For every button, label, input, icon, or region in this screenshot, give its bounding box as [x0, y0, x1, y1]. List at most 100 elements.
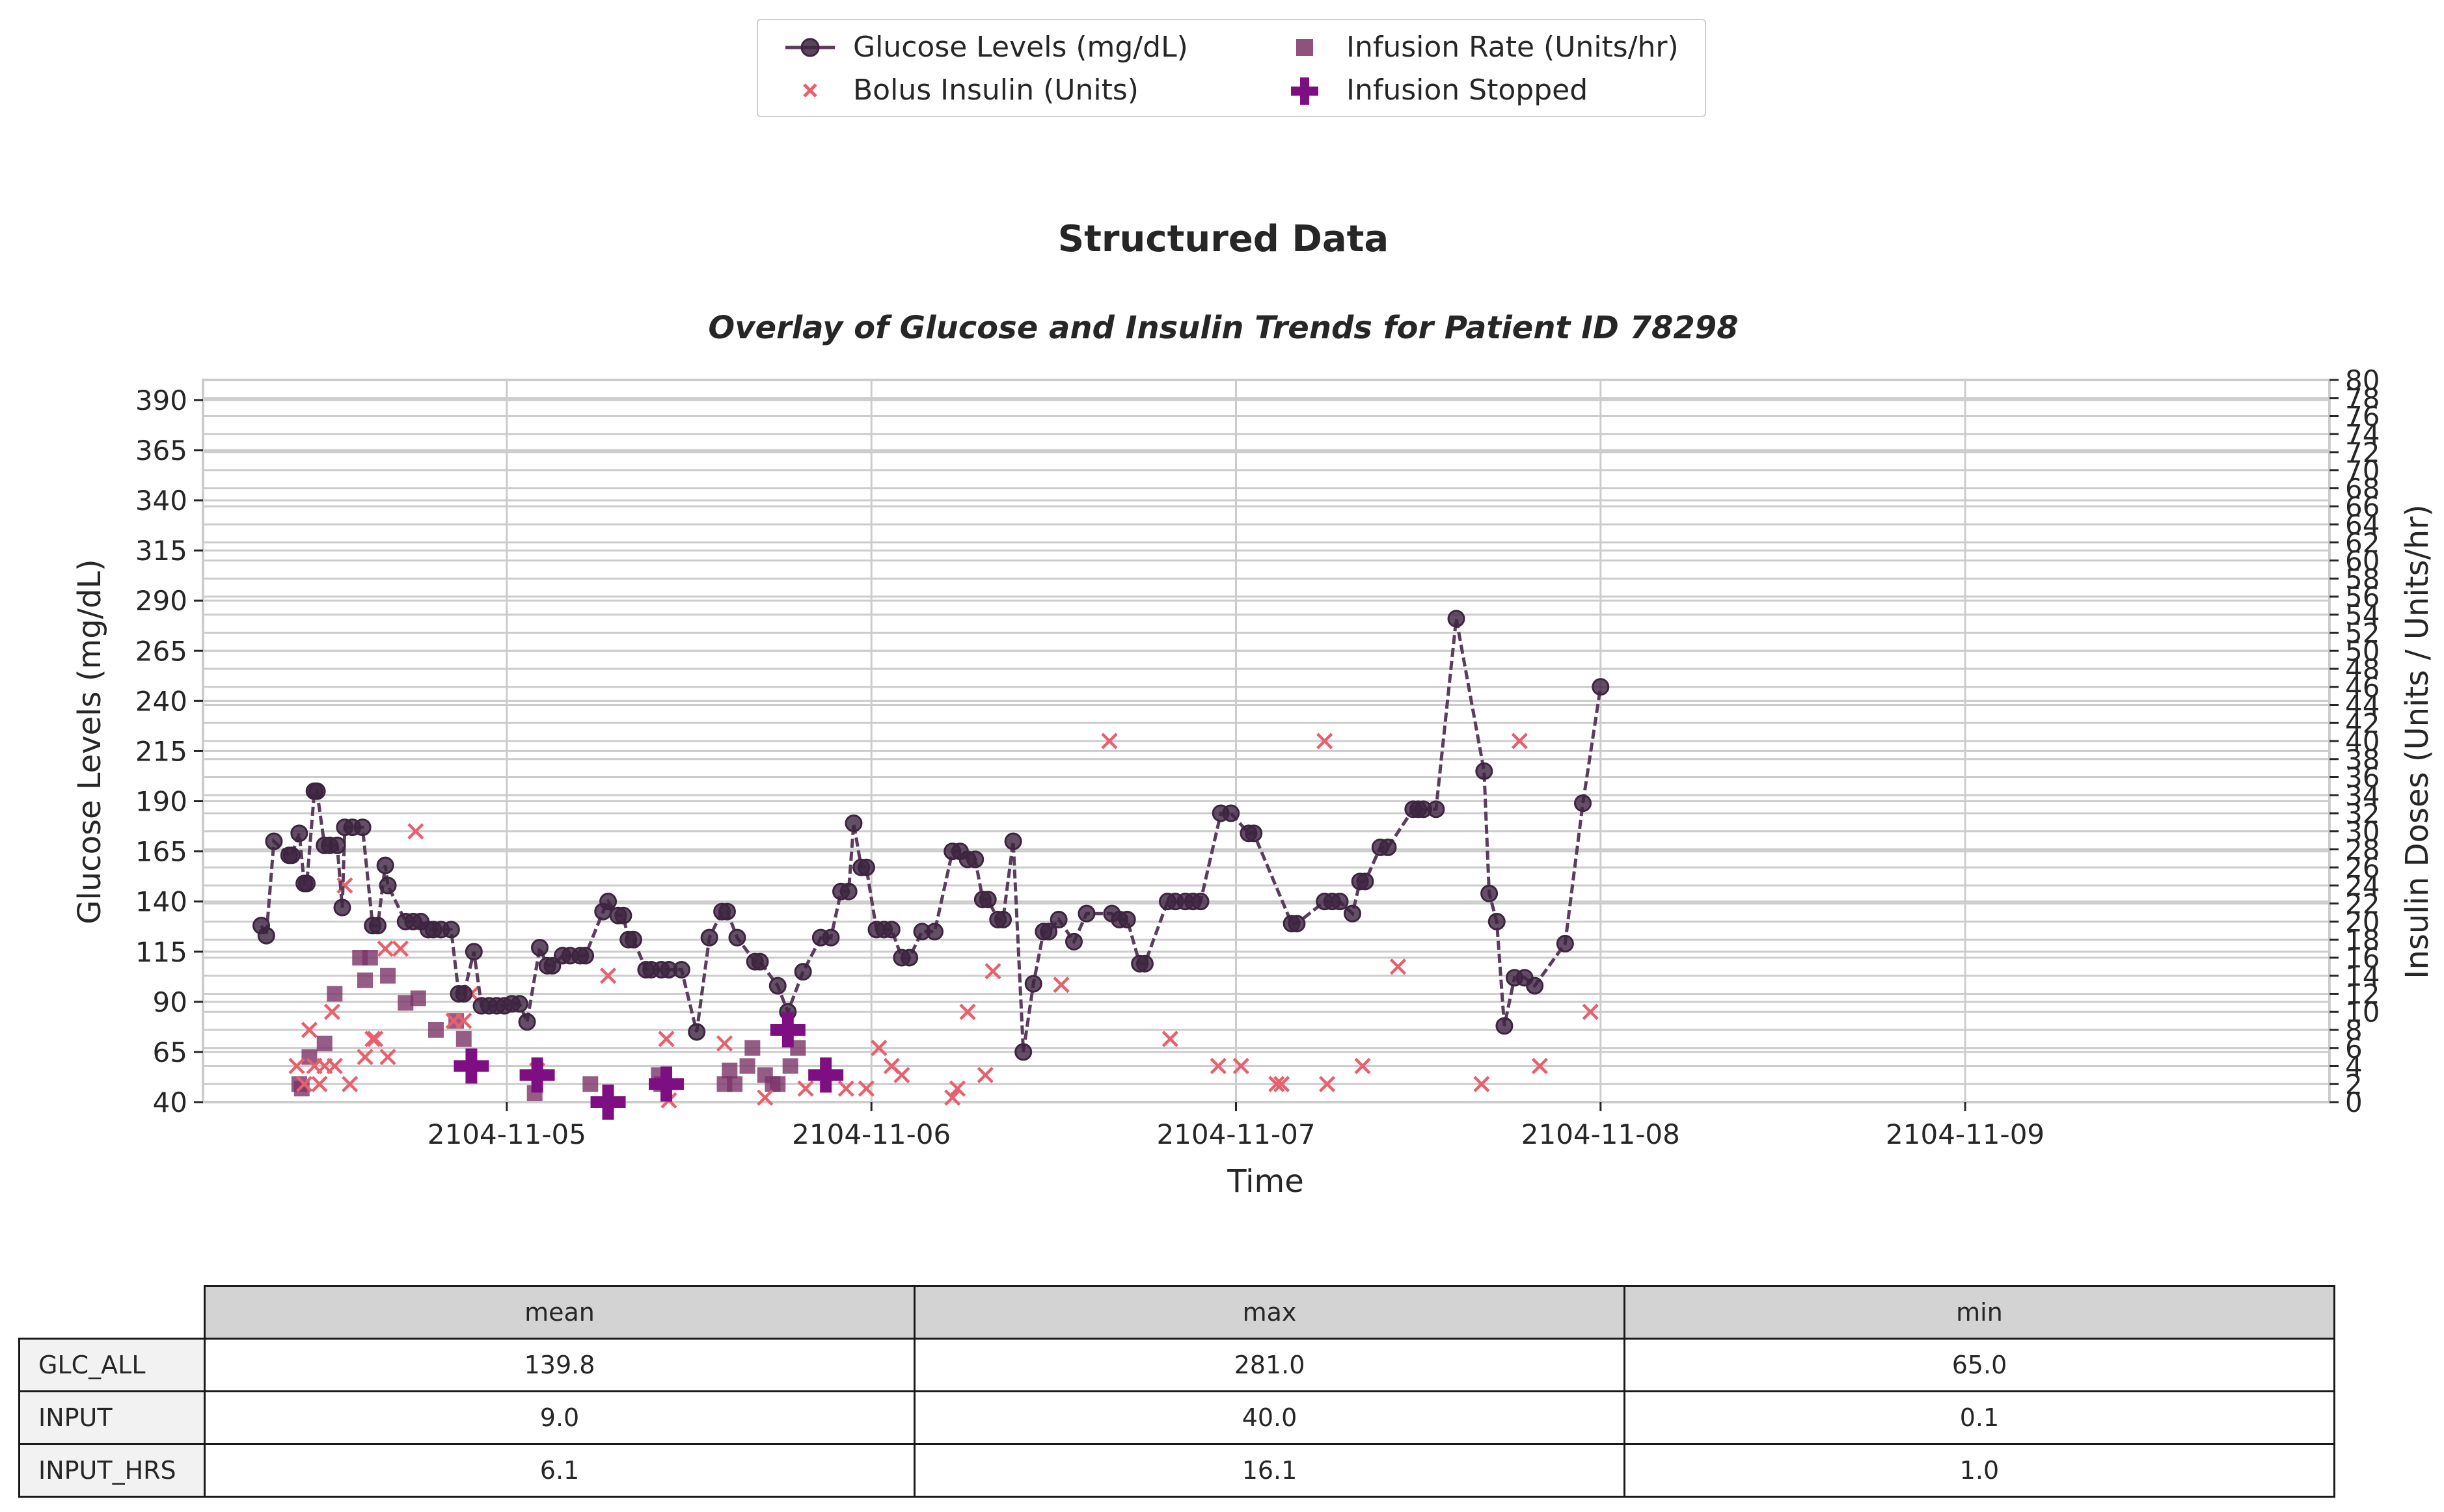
y2-tick-label: 6: [2345, 1033, 2363, 1064]
legend-rate-marker: [1296, 39, 1313, 56]
y2-tick-label: 22: [2345, 888, 2380, 920]
bolus-point: [1273, 1075, 1290, 1092]
summary-table: mean max min GLC_ALL 139.8 281.0 65.0 IN…: [18, 1285, 2335, 1498]
glucose-point: [265, 832, 283, 850]
y-tick-label: 390: [135, 385, 187, 416]
infusion-rate-point: [727, 1076, 743, 1092]
glucose-point: [1480, 884, 1499, 902]
bolus-point: [1511, 733, 1528, 749]
table-cell: 16.1: [914, 1443, 1625, 1498]
legend-rate-label: Infusion Rate (Units/hr): [1346, 31, 1679, 64]
glucose-point: [1487, 913, 1506, 930]
glucose-point: [1574, 794, 1592, 813]
x-tick-label: 2104-11-05: [428, 1118, 586, 1150]
glucose-point: [290, 824, 308, 843]
bolus-point: [1531, 1057, 1549, 1075]
glucose-point: [257, 926, 275, 945]
bolus-point: [323, 1003, 341, 1020]
chart-title: Structured Data: [1058, 218, 1389, 260]
glucose-point: [1024, 975, 1042, 993]
infusion-stopped-point: [808, 1057, 844, 1093]
y2-tick-label: 16: [2345, 942, 2380, 974]
glucose-point: [1331, 893, 1349, 911]
bolus-point: [377, 940, 394, 957]
infusion-rate-point: [357, 972, 373, 988]
table-cell: 40.0: [914, 1390, 1625, 1445]
y-tick-label: 215: [135, 735, 187, 767]
glucose-point: [1592, 678, 1610, 696]
bolus-point: [1101, 733, 1118, 749]
bolus-point: [1316, 733, 1333, 749]
glucose-point: [1427, 800, 1445, 818]
column-header: min: [1623, 1285, 2335, 1340]
x-tick-label: 2104-11-09: [1886, 1118, 2044, 1150]
bolus-point: [837, 1080, 854, 1097]
y2-tick-label: 4: [2345, 1051, 2363, 1083]
glucose-point: [298, 874, 316, 893]
bolus-point: [757, 1089, 774, 1106]
glucose-point: [700, 928, 718, 947]
table-cell: 6.1: [204, 1443, 916, 1498]
glucose-point: [465, 943, 483, 961]
legend-bolus-marker: [803, 83, 817, 98]
glucose-point: [1065, 932, 1083, 951]
glucose-point: [1343, 904, 1361, 923]
glucose-point: [1475, 762, 1493, 780]
glucose-point: [822, 928, 840, 947]
bolus-point: [893, 1066, 910, 1083]
y2-tick-label: 74: [2345, 418, 2380, 450]
glucose-point: [728, 928, 746, 947]
glucose-point: [882, 921, 901, 939]
data-layer: [252, 610, 1610, 1120]
bolus-point: [716, 1035, 733, 1052]
y2-tick-label: 80: [2345, 364, 2380, 396]
table-row: GLC_ALL 139.8 281.0 65.0: [18, 1338, 2335, 1392]
glucose-point: [718, 902, 736, 921]
y2-tick-label: 28: [2345, 834, 2380, 866]
y2-tick-label: 40: [2345, 725, 2380, 757]
infusion-rate-point: [380, 967, 396, 984]
glucose-point: [1447, 610, 1465, 628]
y2-tick-label: 14: [2345, 960, 2380, 992]
y2-tick-label: 12: [2345, 979, 2380, 1010]
infusion-rate-point: [428, 1022, 444, 1038]
glucose-point: [925, 923, 944, 941]
y2-tick-label: 0: [2345, 1087, 2363, 1118]
glucose-point: [794, 963, 812, 981]
chart-subtitle: Overlay of Glucose and Insulin Trends fo…: [708, 310, 1738, 346]
glucose-point: [1118, 910, 1136, 928]
y2-tick-label: 56: [2345, 581, 2380, 613]
table-cell: 139.8: [204, 1338, 916, 1392]
glucose-point: [379, 876, 397, 895]
bolus-point: [1210, 1057, 1227, 1075]
glucose-point: [1495, 1017, 1514, 1035]
bolus-point: [379, 1049, 396, 1066]
y-tick-label: 140: [135, 886, 187, 918]
bolus-point: [301, 1021, 318, 1038]
glucose-point: [510, 995, 528, 1013]
y2-tick-label: 60: [2345, 545, 2380, 577]
y-tick-label: 240: [135, 685, 187, 717]
glucose-point: [1556, 934, 1574, 952]
bolus-point: [871, 1040, 888, 1057]
chart-canvas: Structured Data Overlay of Glucose and I…: [72, 218, 2436, 1200]
y2-axis-label: Insulin Doses (Units / Units/hr): [2399, 504, 2436, 979]
legend-glucose-label: Glucose Levels (mg/dL): [853, 31, 1188, 64]
column-header: mean: [204, 1285, 916, 1340]
glucose-point: [1050, 910, 1068, 928]
x-axis-label: Time: [1227, 1163, 1303, 1200]
bolus-point: [658, 1031, 675, 1047]
y2-tick-label: 8: [2345, 1014, 2363, 1046]
glucose-point: [577, 947, 595, 965]
bolus-point: [455, 1012, 472, 1029]
y2-tick-label: 18: [2345, 924, 2380, 956]
y2-tick-label: 70: [2345, 455, 2380, 487]
y2-tick-label: 66: [2345, 491, 2380, 522]
bolus-point: [342, 1075, 359, 1092]
x-tick-label: 2104-11-08: [1521, 1118, 1680, 1150]
y2-tick-label: 46: [2345, 671, 2380, 703]
glucose-point: [845, 814, 863, 832]
table-cell: 1.0: [1623, 1443, 2335, 1498]
legend: Glucose Levels (mg/dL) Bolus Insulin (Un…: [757, 19, 1706, 117]
infusion-rate-point: [410, 990, 426, 1006]
